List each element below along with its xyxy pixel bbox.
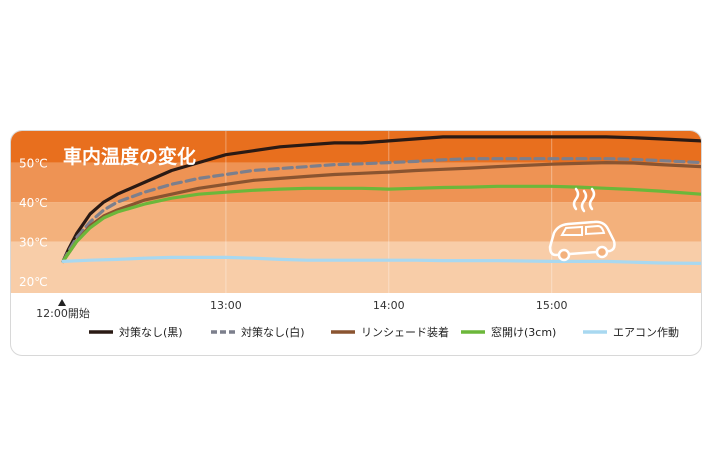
legend-label-2: リンシェード装着 bbox=[361, 325, 449, 339]
chart-title: 車内温度の変化 bbox=[63, 145, 196, 168]
y-tick-label-1: 30℃ bbox=[19, 236, 48, 250]
start-marker-icon bbox=[58, 299, 66, 306]
legend-label-4: エアコン作動 bbox=[613, 325, 679, 339]
hot-car-icon bbox=[548, 187, 616, 262]
series-line-0 bbox=[61, 135, 701, 263]
x-tick-label-3: 15:00 bbox=[536, 299, 568, 312]
x-axis: 12:00開始 13:00 14:00 15:00 bbox=[36, 299, 568, 320]
series-layer bbox=[61, 135, 701, 265]
x-tick-label-1: 13:00 bbox=[210, 299, 242, 312]
series-line-4 bbox=[61, 255, 701, 265]
y-tick-label-3: 50℃ bbox=[19, 157, 48, 171]
legend-label-1: 対策なし(白) bbox=[241, 325, 305, 339]
legend: 対策なし(黒) 対策なし(白) リンシェード装着 窓開け(3cm) エアコン作動 bbox=[89, 325, 679, 339]
series-line-3 bbox=[61, 184, 701, 263]
y-tick-labels: 20℃ 30℃ 40℃ 50℃ bbox=[19, 157, 48, 290]
chart-card: 20℃ 30℃ 40℃ 50℃ 車内温度の変化 12:00開始 13:00 14:00 15… bbox=[10, 130, 702, 356]
y-tick-label-2: 40℃ bbox=[19, 196, 48, 210]
series-line-1 bbox=[61, 157, 701, 263]
x-tick-label-2: 14:00 bbox=[373, 299, 405, 312]
y-tick-label-0: 20℃ bbox=[19, 275, 48, 289]
legend-label-0: 対策なし(黒) bbox=[119, 325, 183, 339]
legend-label-3: 窓開け(3cm) bbox=[491, 325, 556, 339]
series-line-2 bbox=[61, 161, 701, 263]
x-tick-label-0: 12:00開始 bbox=[36, 306, 90, 320]
temperature-chart: 20℃ 30℃ 40℃ 50℃ 車内温度の変化 12:00開始 13:00 14:00 15… bbox=[11, 131, 701, 339]
band-0 bbox=[11, 241, 701, 293]
